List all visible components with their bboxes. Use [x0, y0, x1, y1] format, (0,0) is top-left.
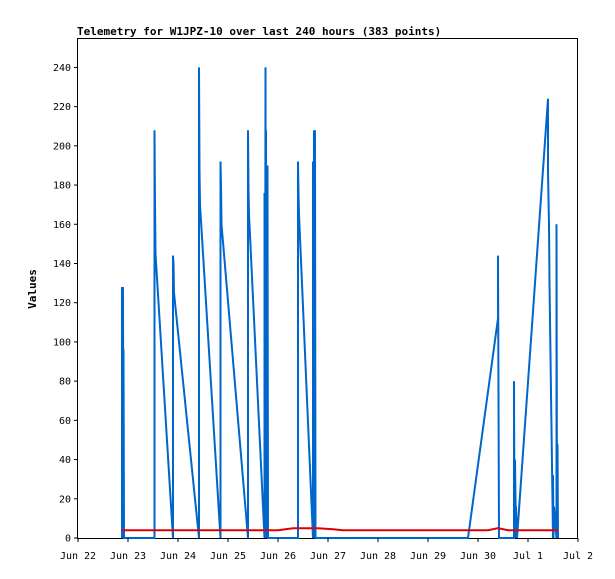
x-tick-label: Jun 24	[160, 551, 196, 562]
x-tick-label: Jun 30	[460, 551, 496, 562]
x-tick-label: Jun 23	[110, 551, 146, 562]
x-tick-label: Jun 27	[310, 551, 346, 562]
x-axis: Jun 22 Jun 23 Jun 24 Jun 25 Jun 26 Jun 27 Jun …	[60, 538, 593, 562]
y-tick-label: 40	[59, 455, 71, 466]
y-tick-label: 60	[59, 416, 71, 427]
y-tick-label: 120	[53, 298, 71, 309]
y-tick-label: 200	[53, 141, 71, 152]
y-tick-label: 160	[53, 220, 71, 231]
y-tick-label: 220	[53, 102, 71, 113]
x-tick-label: Jul 1	[513, 551, 543, 562]
y-tick-label: 20	[59, 494, 71, 505]
y-axis-title: Values	[26, 269, 39, 309]
chart-title: Telemetry for W1JPZ-10 over last 240 hou…	[77, 25, 441, 38]
x-tick-label: Jun 22	[60, 551, 96, 562]
y-tick-label: 80	[59, 377, 71, 388]
series-line-2	[122, 527, 558, 532]
series-layer	[121, 67, 559, 539]
series-line-1	[121, 67, 559, 539]
x-tick-label: Jun 26	[260, 551, 296, 562]
y-tick-label: 140	[53, 259, 71, 270]
x-tick-label: Jun 25	[210, 551, 246, 562]
y-tick-label: 100	[53, 337, 71, 348]
y-axis: 0 20 40 60 80 100 120 140 160 180 200 220 240	[53, 63, 78, 545]
x-tick-label: Jun 28	[360, 551, 396, 562]
x-tick-label: Jul 2	[563, 551, 593, 562]
y-tick-label: 0	[65, 534, 71, 545]
y-tick-label: 180	[53, 181, 71, 192]
plot-frame	[77, 38, 578, 539]
y-tick-label: 240	[53, 63, 71, 74]
x-tick-label: Jun 29	[410, 551, 446, 562]
